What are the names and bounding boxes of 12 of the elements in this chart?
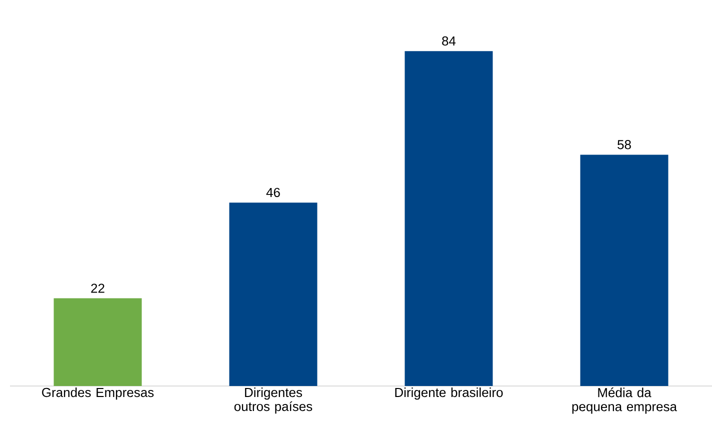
x-tick-label: Grandes Empresas	[42, 388, 154, 400]
x-tick-label: Média da pequena empresa	[572, 388, 677, 414]
data-label: 22	[91, 284, 104, 293]
x-tick-label: Dirigentes outros países	[234, 388, 312, 414]
bar	[229, 202, 318, 386]
data-label: 58	[618, 140, 631, 150]
x-tick-label: Dirigente brasileiro	[395, 388, 503, 400]
bar	[404, 51, 493, 386]
data-label: 46	[266, 188, 280, 198]
bar	[54, 298, 142, 386]
bar	[580, 154, 668, 386]
data-label: 84	[442, 36, 456, 46]
